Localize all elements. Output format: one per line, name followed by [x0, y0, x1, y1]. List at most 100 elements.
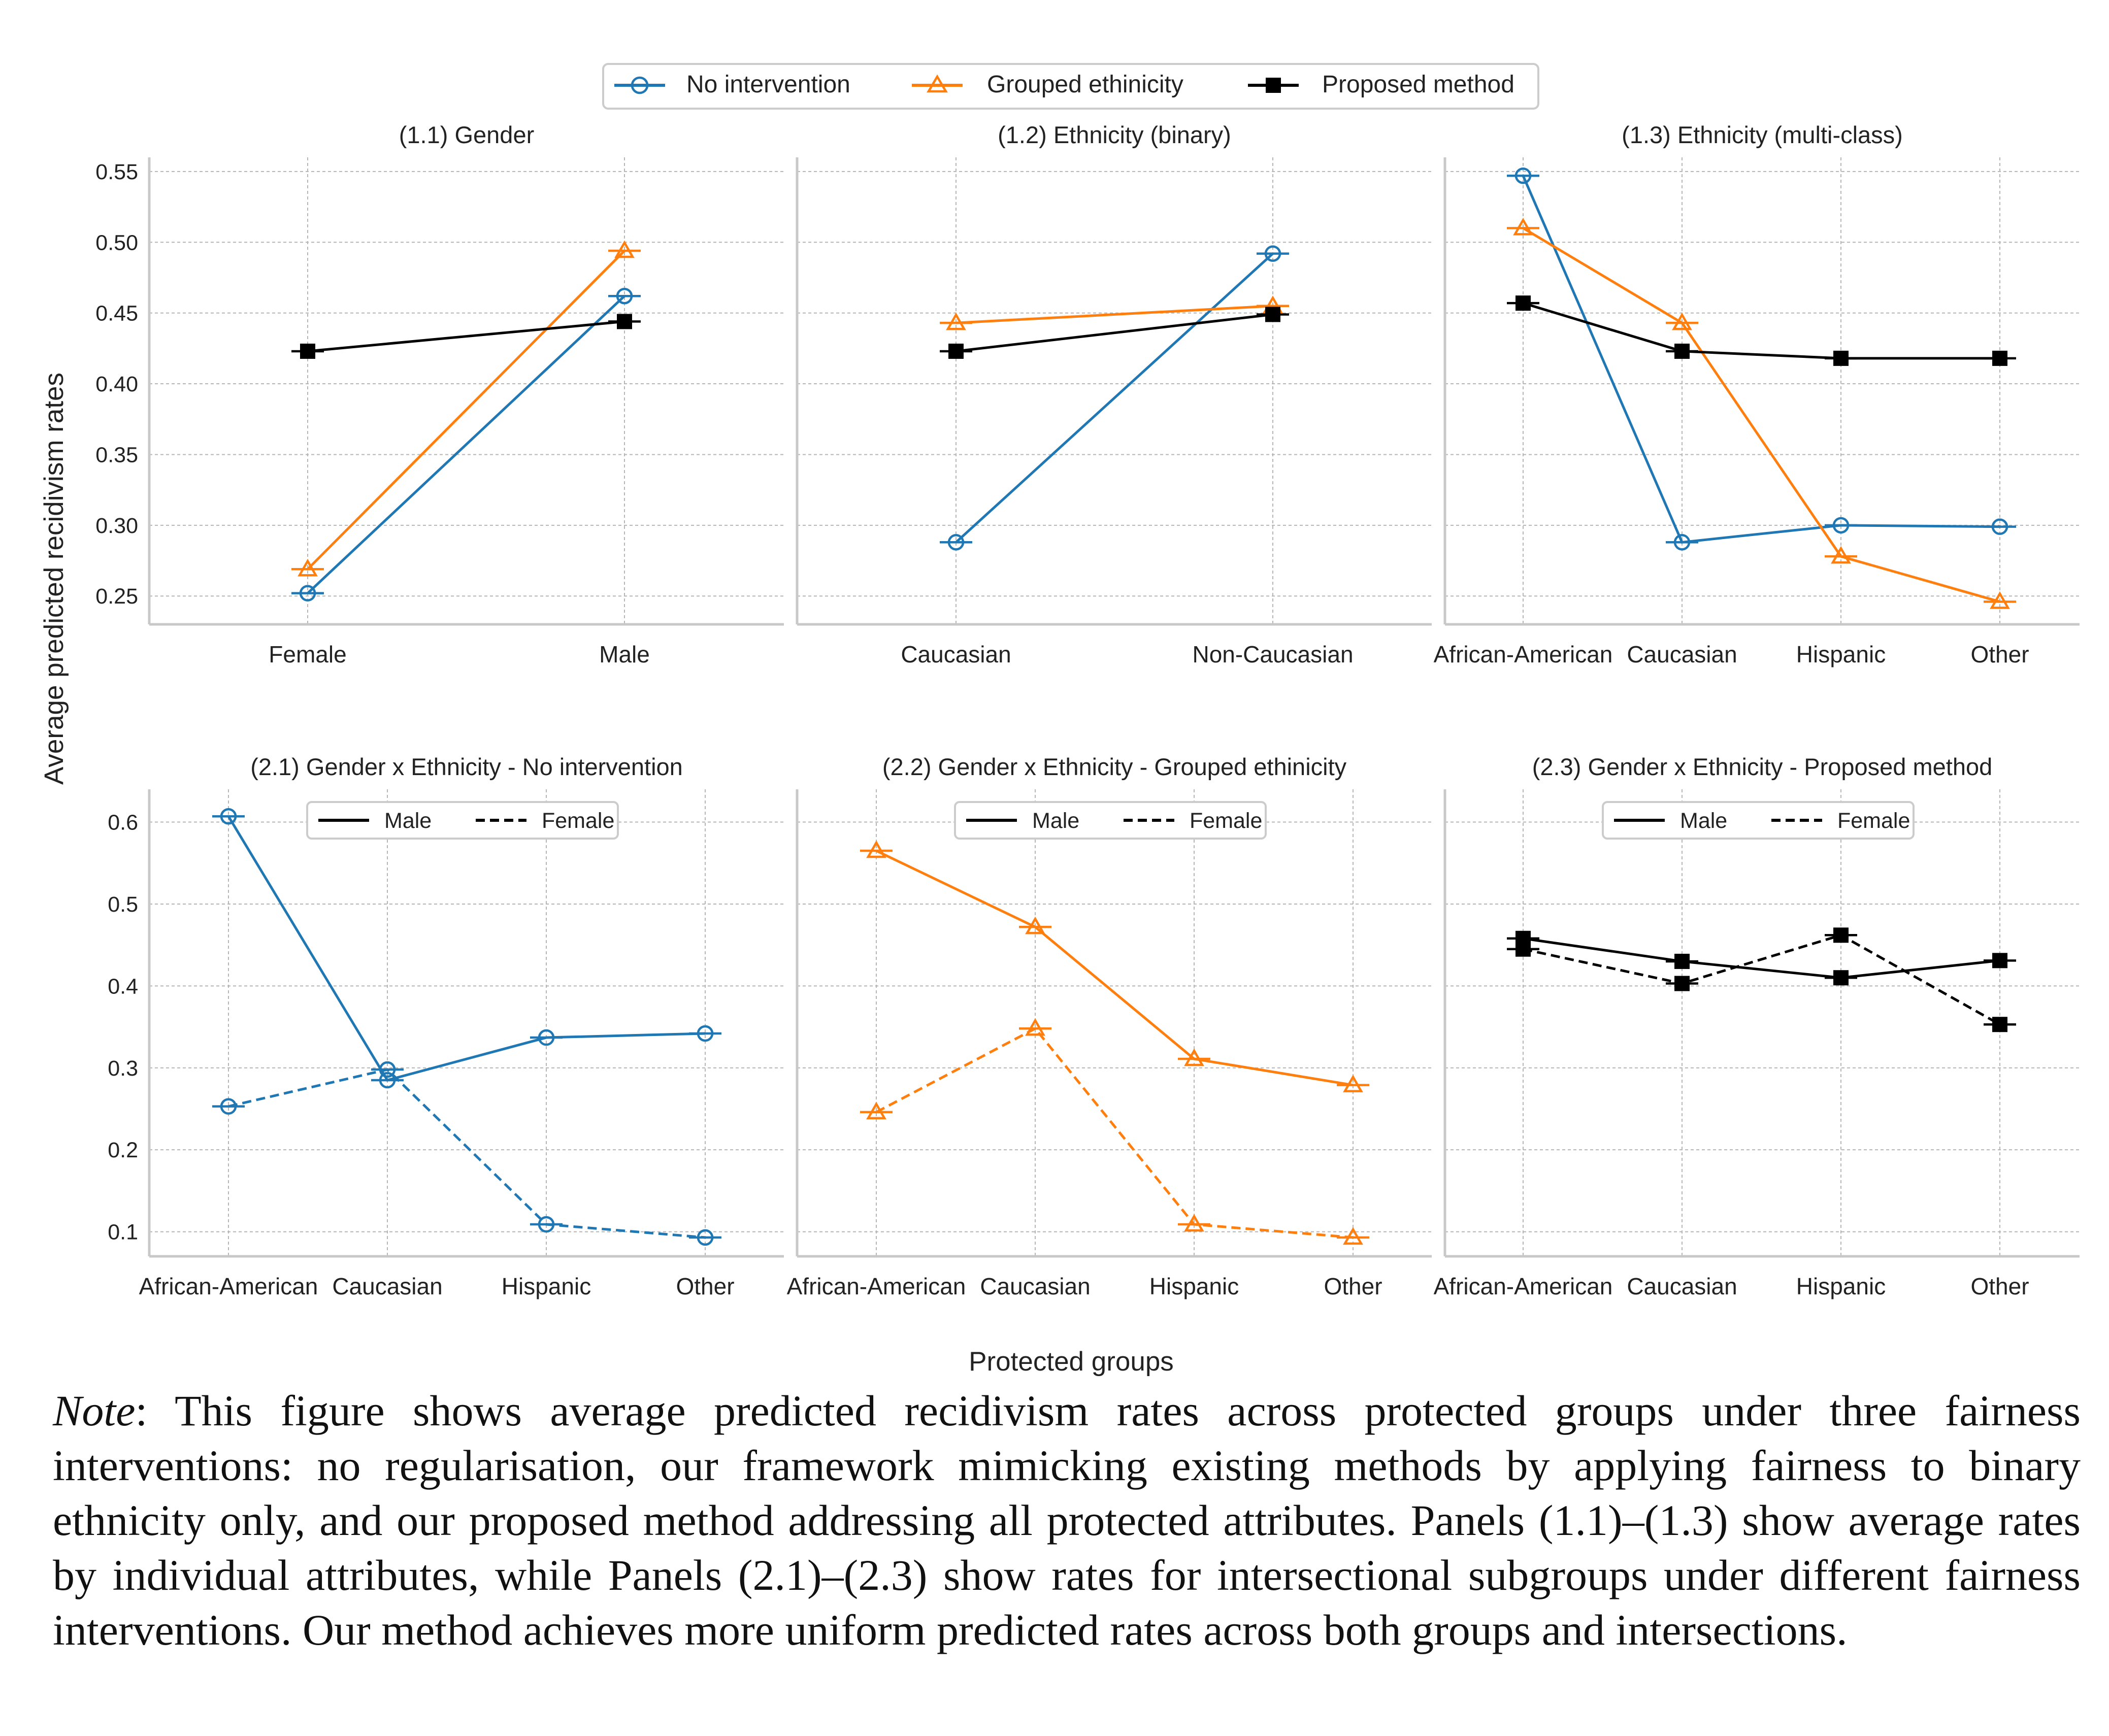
- series-female: [212, 1061, 721, 1246]
- panel-title: (2.2) Gender x Ethnicity - Grouped ethin…: [882, 753, 1347, 780]
- x-tick-label: African-American: [787, 1273, 966, 1299]
- panel-p12: (1.2) Ethnicity (binary) Caucasian Non-Cau…: [796, 121, 1432, 667]
- series-grouped-ethinicity: [1507, 217, 2016, 609]
- x-tick-label: Caucasian: [901, 641, 1011, 667]
- x-tick-label: Other: [676, 1273, 734, 1299]
- x-tick-label: African-American: [1434, 1273, 1613, 1299]
- figure: No intervention Grouped ethinicity Propo…: [39, 63, 2080, 1377]
- data-point-square-icon: [948, 343, 964, 359]
- inner-legend-label: Female: [542, 809, 614, 833]
- series-line: [307, 295, 625, 594]
- data-point-circle-icon: [697, 1229, 714, 1246]
- x-tick-label: Other: [1970, 1273, 2029, 1299]
- series-no-intervention: [940, 245, 1289, 551]
- data-point-square-icon: [1833, 970, 1849, 986]
- data-point-triangle-icon: [1184, 1214, 1204, 1232]
- data-point-circle-icon: [697, 1025, 714, 1042]
- y-tick-label: 0.55: [95, 160, 138, 184]
- inner-legend-frame: [306, 801, 619, 840]
- inner-legend-label: Female: [1190, 809, 1262, 833]
- panel-p23: (2.3) Gender x Ethnicity - Proposed meth…: [1434, 753, 2080, 1299]
- data-point-triangle-icon: [298, 558, 318, 577]
- inner-legend-label: Male: [1680, 809, 1727, 833]
- panel-title: (2.1) Gender x Ethnicity - No interventi…: [250, 753, 683, 780]
- data-point-square-icon: [1992, 1017, 2007, 1032]
- data-point-triangle-icon: [866, 1101, 886, 1120]
- inner-legend-label: Male: [1032, 809, 1079, 833]
- series-line: [228, 1068, 706, 1239]
- data-point-circle-icon: [379, 1072, 396, 1089]
- top-legend: No intervention Grouped ethinicity Propo…: [602, 63, 1539, 110]
- inner-legend-label: Male: [384, 809, 432, 833]
- panel-p13: (1.3) Ethnicity (multi-class) African-Ame…: [1434, 121, 2080, 667]
- data-point-circle-icon: [220, 1098, 237, 1115]
- x-tick-label: Non-Caucasian: [1192, 641, 1353, 667]
- series-line: [1523, 933, 2001, 1026]
- series-line: [307, 250, 625, 571]
- note-label: Note: [53, 1386, 136, 1435]
- y-tick-label: 0.50: [95, 230, 138, 255]
- panel-title: (1.1) Gender: [399, 121, 534, 148]
- legend-marker-square-icon: [1266, 78, 1281, 93]
- panels: (1.1) Gender 0.25 0.30 0.35 0.40 0.45 0.50 0.55…: [95, 121, 2080, 1299]
- x-tick-label: Other: [1324, 1273, 1382, 1299]
- data-point-circle-icon: [616, 287, 633, 305]
- data-point-circle-icon: [538, 1216, 555, 1233]
- panel-title: (2.3) Gender x Ethnicity - Proposed meth…: [1532, 753, 1993, 780]
- x-tick-label: Hispanic: [502, 1273, 591, 1299]
- data-point-triangle-icon: [1672, 312, 1692, 330]
- data-point-square-icon: [1992, 350, 2007, 366]
- data-point-triangle-icon: [1343, 1227, 1363, 1245]
- data-point-triangle-icon: [1025, 916, 1045, 934]
- series-male: [860, 840, 1369, 1092]
- x-tick-label: Caucasian: [1627, 1273, 1737, 1299]
- data-point-square-icon: [1833, 927, 1849, 943]
- panel-p21: (2.1) Gender x Ethnicity - No interventi…: [108, 753, 784, 1299]
- series-female: [860, 1018, 1369, 1245]
- inner-legend: Male Female: [1602, 801, 1915, 840]
- x-tick-label: Hispanic: [1796, 641, 1886, 667]
- data-point-square-icon: [617, 314, 632, 329]
- panel-p11: (1.1) Gender 0.25 0.30 0.35 0.40 0.45 0.50 0.55…: [95, 121, 784, 667]
- data-point-square-icon: [300, 343, 315, 359]
- series-line: [875, 849, 1354, 1087]
- series-no-intervention: [291, 287, 641, 602]
- y-tick-label: 0.40: [95, 372, 138, 396]
- series-male: [212, 808, 721, 1089]
- data-point-circle-icon: [1991, 518, 2008, 535]
- data-point-triangle-icon: [1990, 591, 2010, 609]
- data-point-triangle-icon: [1025, 1018, 1045, 1036]
- data-point-square-icon: [1265, 307, 1280, 322]
- y-axis-label: Average predicted recidivism rates: [39, 373, 69, 785]
- panel-title: (1.3) Ethnicity (multi-class): [1622, 121, 1903, 148]
- x-tick-label: African-American: [139, 1273, 318, 1299]
- data-point-circle-icon: [538, 1029, 555, 1046]
- x-axis-label: Protected groups: [969, 1347, 1174, 1377]
- y-tick-label: 0.30: [95, 514, 138, 538]
- series-line: [955, 313, 1273, 353]
- data-point-triangle-icon: [946, 312, 966, 330]
- panel-title: (1.2) Ethnicity (binary): [998, 121, 1231, 148]
- x-tick-label: Hispanic: [1149, 1273, 1239, 1299]
- x-tick-label: Caucasian: [980, 1273, 1090, 1299]
- note-text: : This figure shows average predicted re…: [53, 1386, 2081, 1654]
- y-tick-label: 0.5: [108, 892, 138, 917]
- y-tick-label: 0.4: [108, 974, 138, 998]
- figure-note: Note: This figure shows average predicte…: [53, 1383, 2081, 1657]
- legend-marker-circle-icon: [631, 76, 649, 94]
- y-tick-label: 0.3: [108, 1056, 138, 1081]
- series-proposed-method: [1507, 295, 2016, 366]
- inner-legend-label: Female: [1837, 809, 1910, 833]
- series-line: [955, 305, 1273, 324]
- data-point-circle-icon: [1673, 534, 1691, 551]
- inner-legend-frame: [1602, 801, 1915, 840]
- data-point-circle-icon: [1264, 245, 1281, 262]
- data-point-square-icon: [1674, 976, 1690, 991]
- series-line: [1523, 302, 2000, 360]
- x-tick-label: Caucasian: [332, 1273, 442, 1299]
- y-tick-label: 0.45: [95, 302, 138, 326]
- legend-label-grouped: Grouped ethinicity: [987, 71, 1183, 98]
- series-proposed-method: [291, 314, 641, 359]
- series-line: [1523, 937, 2000, 979]
- data-point-triangle-icon: [1513, 217, 1533, 236]
